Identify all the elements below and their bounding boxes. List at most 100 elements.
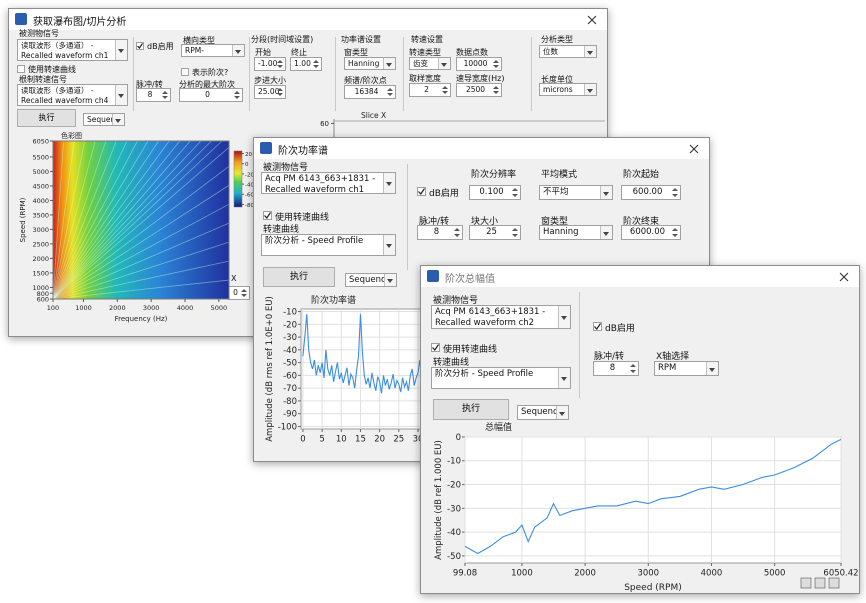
checkbox[interactable] (417, 187, 426, 196)
dropdown-text: Sequence (521, 407, 563, 417)
dropdown[interactable]: Sequence (517, 405, 569, 420)
field-label: 步进大小 (254, 76, 286, 85)
numeric-text: 25 (486, 227, 497, 237)
dropdown[interactable]: Acq PM 6143_663+1831 - Recalled waveform… (261, 172, 396, 194)
run-button[interactable]: 执行 (433, 399, 509, 420)
y-tick-label: -50 (283, 359, 297, 369)
dropdown-arrow (118, 94, 124, 98)
dropdown[interactable]: 阶次分析 - Speed Profile (431, 367, 571, 389)
field-label: 转速设置 (411, 35, 443, 44)
dropdown[interactable]: 读取波形（多通道） - Recalled waveform ch4 (17, 84, 128, 106)
checkbox-label: 使用转速曲线 (443, 345, 498, 355)
numeric-input[interactable]: 8 (417, 225, 463, 240)
run-button[interactable]: 执行 (263, 267, 335, 287)
check-stroke (418, 188, 425, 195)
dropdown-arrow (587, 88, 593, 93)
data-line (465, 438, 841, 555)
checkbox[interactable] (136, 42, 144, 50)
close-icon (587, 15, 597, 25)
numeric-input[interactable]: 8 (136, 88, 171, 102)
spin-down (493, 91, 499, 94)
y-tick-label: -40 (283, 346, 297, 356)
x-tick-label: 4000 (701, 569, 723, 579)
spin-down (234, 96, 240, 99)
group-separator (531, 37, 532, 111)
spin-down (162, 96, 168, 99)
close-button[interactable] (689, 144, 699, 154)
dropdown[interactable]: Sequence (345, 273, 397, 287)
dropdown[interactable]: microns (539, 83, 597, 96)
spin-up (277, 88, 283, 91)
spin-down (454, 234, 460, 237)
y-tick-label: -10 (283, 308, 297, 318)
y-tick-label: -30 (283, 333, 297, 343)
dropdown[interactable]: Sequence (83, 113, 125, 126)
check-mark (594, 323, 601, 330)
numeric-text: 2 (424, 85, 429, 94)
x-tick-label: 20 (374, 435, 385, 445)
y-tick-label: 4000 (32, 197, 49, 205)
dropdown[interactable]: RPM-Frequency (181, 44, 245, 57)
numeric-input[interactable]: 2 (409, 83, 451, 97)
dropdown[interactable]: Hanning (539, 225, 613, 240)
checkbox[interactable] (17, 65, 25, 73)
x-axis-title: Frequency (Hz) (115, 315, 168, 323)
y-tick-label: -30 (447, 504, 461, 514)
y-tick-label: 5500 (32, 154, 49, 162)
spin-down (512, 234, 518, 237)
check-stroke (432, 344, 439, 351)
checkbox[interactable] (431, 343, 440, 352)
checkbox[interactable] (181, 68, 189, 76)
run-button[interactable]: 执行 (17, 109, 76, 127)
dropdown-arrow (386, 62, 392, 67)
checkbox-label: 使用转速曲线 (275, 213, 330, 223)
field-label: 横向类型 (183, 36, 215, 45)
numeric-input[interactable]: 2500 (456, 83, 502, 97)
check-stroke (137, 43, 143, 49)
dropdown[interactable]: 读取波形（多通道） - Recalled waveform ch1 (17, 39, 128, 61)
field-label: X (231, 274, 237, 283)
numeric-input[interactable]: 8 (593, 361, 639, 376)
field-label: 被测物信号 (19, 29, 59, 38)
spin-down (277, 93, 283, 96)
numeric-input[interactable]: -1.00 (254, 57, 286, 71)
checkbox[interactable] (593, 322, 602, 331)
dropdown-arrow (587, 50, 593, 55)
field-label: 转速曲线 (433, 358, 470, 368)
x-tick-label: 1000 (75, 304, 92, 312)
dropdown-arrow (118, 49, 124, 53)
x-tick-label: 100 (47, 304, 59, 312)
numeric-text: 0 (233, 288, 238, 297)
numeric-input[interactable]: 0.100 (469, 185, 521, 200)
y-tick-label: -20 (283, 320, 297, 330)
numeric-input[interactable]: 1.00 (290, 57, 322, 71)
dropdown[interactable]: RPM (654, 361, 719, 376)
numeric-input[interactable]: 16384 (344, 85, 396, 99)
order-trace (52, 241, 230, 300)
dropdown[interactable]: 阶次分析 - Speed Profile (261, 234, 396, 256)
dropdown[interactable]: Acq PM 6143_663+1831 - Recalled waveform… (431, 305, 571, 329)
field-label: 根制转速信号 (19, 75, 67, 84)
spin-down (241, 294, 247, 297)
numeric-input[interactable]: 0 (179, 88, 243, 102)
close-button[interactable] (587, 15, 597, 25)
spin-up (162, 91, 168, 94)
spin-down (493, 65, 499, 68)
dropdown[interactable]: 位数 (539, 45, 597, 58)
numeric-input[interactable]: 25.00 (254, 85, 286, 99)
dropdown[interactable]: 齿变 (409, 57, 451, 70)
numeric-input[interactable]: 600.00 (621, 185, 681, 200)
field-label: 终止 (291, 48, 307, 57)
checkbox[interactable] (263, 211, 272, 220)
close-button[interactable] (839, 272, 849, 282)
numeric-input[interactable]: 10000 (456, 57, 502, 71)
x-tick-label: 10 (336, 435, 347, 445)
spin-up (234, 91, 240, 94)
dropdown-text: 读取波形（多通道） - Recalled waveform ch1 (21, 41, 109, 60)
numeric-input[interactable]: 6000.00 (621, 225, 681, 240)
numeric-input[interactable]: 25 (469, 225, 521, 240)
dropdown[interactable]: 不平均 (539, 185, 613, 200)
dropdown[interactable]: Hanning (344, 57, 396, 70)
colorbar-tick-label: -60 (245, 193, 254, 199)
graph-tool-icon (800, 577, 812, 589)
